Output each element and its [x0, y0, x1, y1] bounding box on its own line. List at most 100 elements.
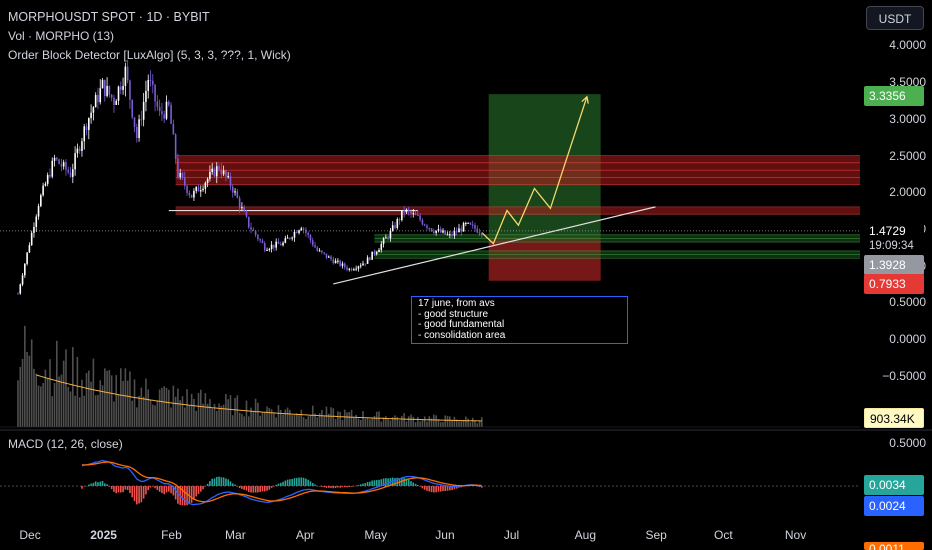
candle-body: [26, 252, 28, 264]
candle-body: [241, 207, 243, 209]
volume-bar: [250, 407, 252, 427]
macd-histogram-bar: [222, 477, 225, 486]
candle-body: [106, 85, 108, 97]
candle-body: [460, 228, 463, 232]
volume-bar: [120, 368, 122, 427]
macd-histogram-bar: [211, 478, 213, 486]
volume-bar: [375, 411, 378, 427]
volume-bar: [202, 403, 204, 427]
trade-note[interactable]: 17 june, from avs - good structure - goo…: [411, 296, 628, 344]
volume-legend[interactable]: Vol · MORPHO (13): [8, 29, 115, 43]
candle-body: [305, 229, 307, 233]
volume-bar: [385, 416, 387, 427]
macd-histogram-bar: [218, 476, 220, 486]
support-trendline: [333, 206, 656, 285]
candle-body: [275, 241, 277, 248]
macd-histogram-bar: [113, 486, 115, 492]
date-tick-label: Oct: [714, 528, 733, 542]
volume-bar: [227, 399, 229, 427]
candle-body: [35, 216, 38, 227]
macd-histogram-bar: [314, 484, 316, 486]
candle-body: [423, 224, 426, 226]
projection-arrowhead: [581, 95, 589, 104]
date-tick-label: Sep: [645, 528, 667, 542]
macd-histogram-bar: [231, 483, 234, 486]
candle-body: [444, 230, 447, 235]
volume-bar: [90, 381, 92, 427]
volume-bar: [67, 387, 70, 427]
candle-body: [401, 210, 403, 221]
last-price-tag: 1.4729: [864, 221, 924, 241]
volume-bar: [241, 413, 243, 427]
candle-body: [414, 213, 417, 216]
candle-body: [19, 284, 22, 294]
macd-histogram-bar: [369, 481, 371, 486]
volume-bar: [163, 386, 166, 427]
drawings[interactable]: [0, 95, 860, 285]
candle-body: [369, 257, 371, 260]
volume-bar: [321, 409, 323, 427]
macd-histogram-bar: [366, 481, 369, 486]
volume-bar: [26, 351, 28, 427]
macd-histogram-bar: [268, 486, 271, 490]
candle-body: [355, 268, 357, 270]
macd-histogram-bar: [259, 486, 261, 492]
candle-body: [231, 186, 234, 193]
macd-histogram-bar: [247, 486, 250, 492]
volume-bar: [218, 403, 220, 427]
macd-histogram-bar: [476, 486, 479, 487]
candle-body: [193, 190, 195, 198]
macd-histogram-bar: [115, 486, 118, 494]
candle-body: [53, 157, 56, 161]
macd-histogram-bar: [183, 486, 186, 506]
macd-histogram-bar: [348, 486, 351, 488]
candle-body: [163, 114, 166, 119]
macd-histogram-bar: [151, 486, 154, 487]
candle-body: [186, 185, 188, 193]
macd-histogram-bar: [275, 484, 277, 486]
macd-histogram-bar: [104, 483, 106, 486]
candle-body: [49, 174, 51, 177]
volume-bar: [476, 423, 479, 427]
candle-body: [311, 240, 314, 246]
candle-body: [348, 268, 351, 270]
date-tick-label: Jul: [503, 528, 520, 542]
candle-body: [410, 211, 412, 214]
candle-body: [142, 101, 145, 120]
symbol-title[interactable]: MORPHOUSDT SPOT · 1D · BYBIT: [8, 10, 210, 24]
volume-bar: [222, 404, 225, 427]
candle-body: [227, 176, 229, 178]
candle-body: [375, 252, 378, 254]
volume-bar: [108, 370, 111, 427]
volume-bar: [437, 419, 440, 427]
price-tick-label: 3.0000: [889, 111, 926, 126]
volume-bar: [197, 393, 200, 427]
volume-bar: [42, 383, 44, 427]
macd-histogram-bar: [414, 483, 417, 486]
candle-body: [279, 244, 282, 246]
candle-body: [469, 222, 472, 225]
candle-body: [462, 223, 465, 232]
volume-bar: [167, 389, 170, 427]
candle-body: [478, 232, 481, 234]
candle-body: [263, 243, 266, 251]
candle-body: [339, 260, 341, 266]
volume-bar: [245, 400, 248, 427]
volume-bar: [170, 407, 172, 427]
signal-line-tag: 0.0011: [864, 542, 924, 550]
candle-body: [174, 134, 177, 159]
candle-body: [465, 222, 467, 224]
macd-legend[interactable]: MACD (12, 26, close): [8, 437, 123, 451]
volume-bar: [113, 401, 115, 427]
currency-button[interactable]: USDT: [866, 6, 924, 30]
order-block-legend[interactable]: Order Block Detector [LuxAlgo] (5, 3, 3,…: [8, 48, 291, 62]
volume-bar: [309, 415, 312, 427]
macd-histogram-bar: [300, 477, 303, 486]
candle-body: [307, 232, 309, 236]
macd-histogram-bar: [88, 484, 90, 486]
macd-histogram-bar: [478, 486, 481, 488]
macd-histogram-bar: [410, 481, 412, 486]
volume-bar: [471, 417, 474, 427]
volume-bar: [325, 406, 328, 427]
